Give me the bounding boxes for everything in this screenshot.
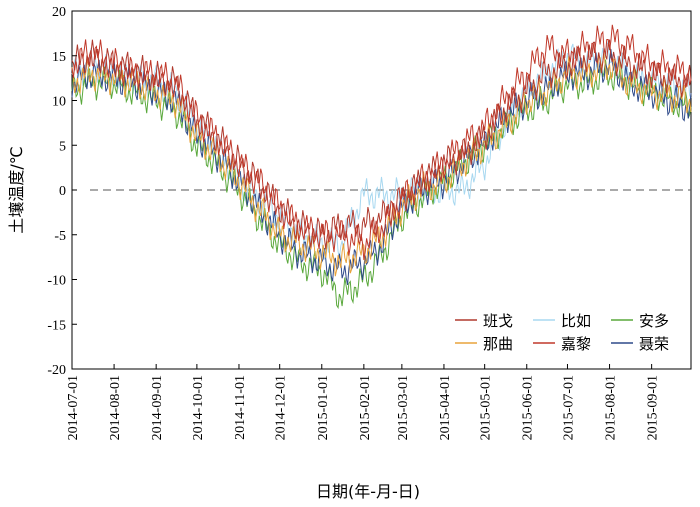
x-tick-label: 2014-12-01 xyxy=(274,375,289,440)
legend-label: 那曲 xyxy=(483,335,513,353)
x-tick-label: 2014-10-01 xyxy=(191,375,206,440)
legend-label: 嘉黎 xyxy=(561,335,591,353)
y-tick-label: -20 xyxy=(47,363,66,378)
x-tick-label: 2015-03-01 xyxy=(396,375,411,440)
x-tick-label: 2014-11-01 xyxy=(233,375,248,440)
series-line xyxy=(71,59,692,310)
series-line xyxy=(71,49,692,285)
y-axis-title: 土壤温度/℃ xyxy=(7,146,26,233)
y-tick-label: 15 xyxy=(52,50,66,65)
x-tick-label: 2015-07-01 xyxy=(561,375,576,440)
y-tick-label: 0 xyxy=(59,184,66,199)
x-tick-label: 2015-09-01 xyxy=(646,375,661,440)
x-tick-label: 2015-04-01 xyxy=(438,375,453,440)
y-tick-label: 10 xyxy=(52,95,66,110)
x-tick-label: 2015-02-01 xyxy=(358,375,373,440)
x-tick-label: 2014-09-01 xyxy=(150,375,165,440)
y-tick-label: 20 xyxy=(52,5,66,20)
y-tick-label: -15 xyxy=(47,318,66,333)
x-tick-label: 2015-05-01 xyxy=(479,375,494,440)
series-line xyxy=(71,53,692,277)
x-tick-label: 2014-08-01 xyxy=(108,375,123,440)
y-tick-label: 5 xyxy=(59,139,66,154)
legend-label: 聂荣 xyxy=(639,335,669,353)
x-tick-label: 2015-01-01 xyxy=(316,375,331,440)
y-tick-label: -5 xyxy=(54,229,66,244)
legend-label: 安多 xyxy=(639,312,669,330)
x-tick-label: 2015-06-01 xyxy=(521,375,536,440)
x-tick-label: 2015-08-01 xyxy=(604,375,619,440)
legend-label: 班戈 xyxy=(483,312,513,330)
y-tick-label: -10 xyxy=(47,274,66,289)
series-line xyxy=(71,24,692,261)
legend-label: 比如 xyxy=(561,312,591,330)
series-layer xyxy=(71,24,692,310)
y-axis-ticks: -20 -15 -10 -5 0 5 10 15 20 xyxy=(47,5,77,378)
x-axis-ticks: 2014-07-01 2014-08-01 2014-09-01 2014-10-01… xyxy=(66,364,661,440)
x-axis-title: 日期(年-月-日) xyxy=(316,482,420,501)
x-tick-label: 2014-07-01 xyxy=(66,375,81,440)
